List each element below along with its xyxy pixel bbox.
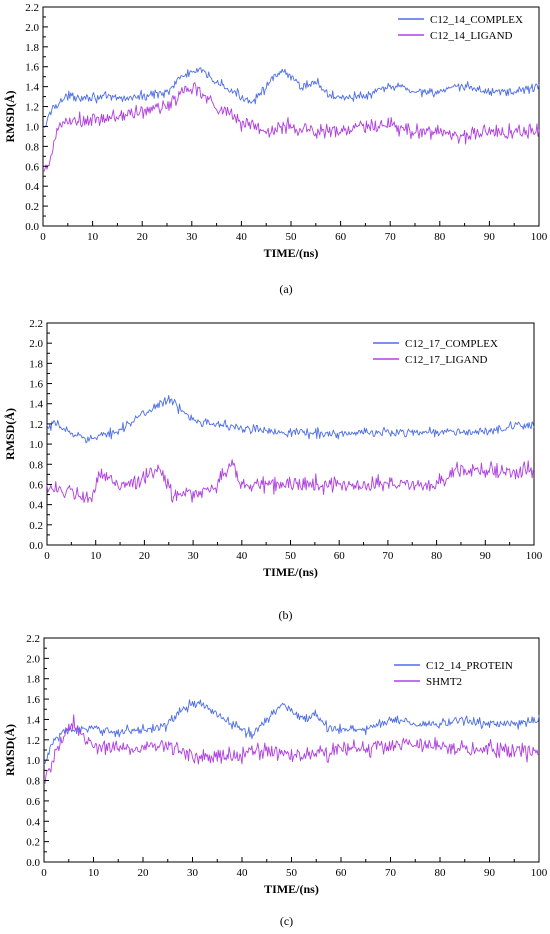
x-tick-label: 100: [526, 550, 543, 562]
x-tick-label: 60: [336, 867, 348, 879]
y-tick-label: 1.2: [29, 419, 43, 431]
x-axis-label: TIME/(ns): [264, 246, 319, 260]
x-tick-label: 50: [285, 550, 297, 562]
legend-label: SHMT2: [426, 676, 462, 688]
x-tick-label: 30: [187, 867, 199, 879]
y-tick-label: 2.2: [25, 2, 39, 14]
y-tick-label: 0.6: [25, 161, 39, 173]
x-tick-label: 90: [480, 550, 492, 562]
y-tick-label: 1.6: [26, 694, 40, 706]
y-tick-label: 1.8: [29, 358, 43, 370]
x-tick-label: 0: [40, 231, 46, 243]
x-tick-label: 40: [237, 867, 249, 879]
x-tick-label: 30: [188, 550, 200, 562]
x-tick-label: 20: [139, 550, 151, 562]
series-line-c12_17_ligand: [46, 459, 534, 503]
series-line-c12_14_protein: [43, 699, 540, 765]
y-axis-label: RMSD(Å): [3, 408, 17, 460]
y-tick-label: 1.0: [26, 755, 40, 767]
y-tick-label: 0.6: [26, 796, 40, 808]
y-tick-label: 0.4: [29, 500, 43, 512]
y-tick-label: 0.2: [25, 201, 39, 213]
x-tick-label: 40: [236, 550, 248, 562]
y-tick-label: 0.0: [26, 857, 40, 869]
x-tick-label: 30: [186, 231, 198, 243]
x-tick-label: 60: [334, 550, 346, 562]
x-tick-label: 0: [44, 550, 50, 562]
y-tick-label: 1.4: [25, 82, 39, 94]
x-tick-label: 90: [484, 867, 496, 879]
x-tick-label: 10: [90, 550, 102, 562]
y-tick-label: 0.8: [26, 776, 40, 788]
chart-panel-1: 0 10 20 30 40 50 60 70 80 90 100 0.0 0.2 0.4 0.6 0.8 1.0…: [3, 2, 548, 296]
series-line-c12_14_complex: [42, 67, 540, 129]
y-tick-label: 2.0: [26, 653, 40, 665]
x-tick-label: 70: [385, 231, 397, 243]
y-tick-label: 0.0: [25, 221, 39, 233]
y-tick-label: 1.2: [25, 102, 39, 114]
y-tick-label: 1.4: [26, 714, 40, 726]
legend-label: C12_14_LIGAND: [430, 30, 513, 42]
legend-label: C12_14_COMPLEX: [430, 14, 523, 26]
y-tick-label: 2.0: [25, 22, 39, 34]
x-tick-label: 70: [385, 867, 397, 879]
x-tick-label: 100: [531, 867, 548, 879]
series-line-c12_17_complex: [46, 394, 535, 444]
series-line-c12_14_ligand: [42, 82, 540, 172]
y-tick-label: 0.4: [26, 816, 40, 828]
panel-caption: (a): [279, 282, 292, 296]
x-tick-label: 70: [382, 550, 394, 562]
panel-caption: (c): [280, 914, 293, 928]
legend-label: C12_14_PROTEIN: [426, 660, 513, 672]
x-tick-label: 20: [137, 231, 149, 243]
x-tick-label: 10: [88, 867, 100, 879]
y-tick-label: 1.8: [26, 674, 40, 686]
y-tick-label: 1.6: [25, 62, 39, 74]
y-tick-label: 2.0: [29, 338, 43, 350]
y-tick-label: 2.2: [26, 633, 40, 645]
chart-panel-2: 0 10 20 30 40 50 60 70 80 90 100 0.0 0.2 0.4 0.6 0.8 1.0…: [3, 318, 543, 622]
y-tick-label: 1.6: [29, 379, 43, 391]
x-tick-label: 10: [87, 231, 99, 243]
x-tick-label: 0: [41, 867, 47, 879]
y-tick-label: 0.6: [29, 479, 43, 491]
y-tick-label: 1.4: [29, 399, 43, 411]
series-line-shmt2: [43, 714, 540, 785]
y-axis-label: RMSD(Å): [3, 91, 17, 143]
x-tick-label: 80: [435, 867, 447, 879]
legend-label: C12_17_COMPLEX: [405, 338, 498, 350]
y-tick-label: 1.8: [25, 42, 39, 54]
x-tick-label: 40: [236, 231, 248, 243]
y-tick-label: 0.2: [29, 520, 43, 532]
y-axis-label: RMSD(Å): [3, 724, 17, 776]
x-tick-label: 50: [286, 867, 298, 879]
y-tick-label: 0.2: [26, 837, 40, 849]
legend-label: C12_17_LIGAND: [405, 354, 488, 366]
y-tick-label: 1.0: [25, 121, 39, 133]
x-tick-label: 80: [434, 231, 446, 243]
x-tick-label: 50: [286, 231, 298, 243]
y-tick-label: 2.2: [29, 318, 43, 330]
y-tick-label: 1.2: [26, 735, 40, 747]
x-tick-label: 90: [484, 231, 496, 243]
x-tick-label: 80: [431, 550, 443, 562]
y-tick-label: 1.0: [29, 439, 43, 451]
x-tick-label: 20: [138, 867, 150, 879]
chart-panel-3: 0 10 20 30 40 50 60 70 80 90 100 0.0 0.2 0.4 0.6 0.8 1.0…: [3, 633, 548, 928]
x-tick-label: 100: [531, 231, 548, 243]
y-tick-label: 0.4: [25, 181, 39, 193]
x-axis-label: TIME/(ns): [263, 565, 318, 579]
y-tick-label: 0.8: [29, 459, 43, 471]
x-axis-label: TIME/(ns): [264, 882, 319, 896]
panel-caption: (b): [279, 608, 293, 622]
y-tick-label: 0.8: [25, 141, 39, 153]
y-tick-label: 0.0: [29, 540, 43, 552]
x-tick-label: 60: [335, 231, 347, 243]
